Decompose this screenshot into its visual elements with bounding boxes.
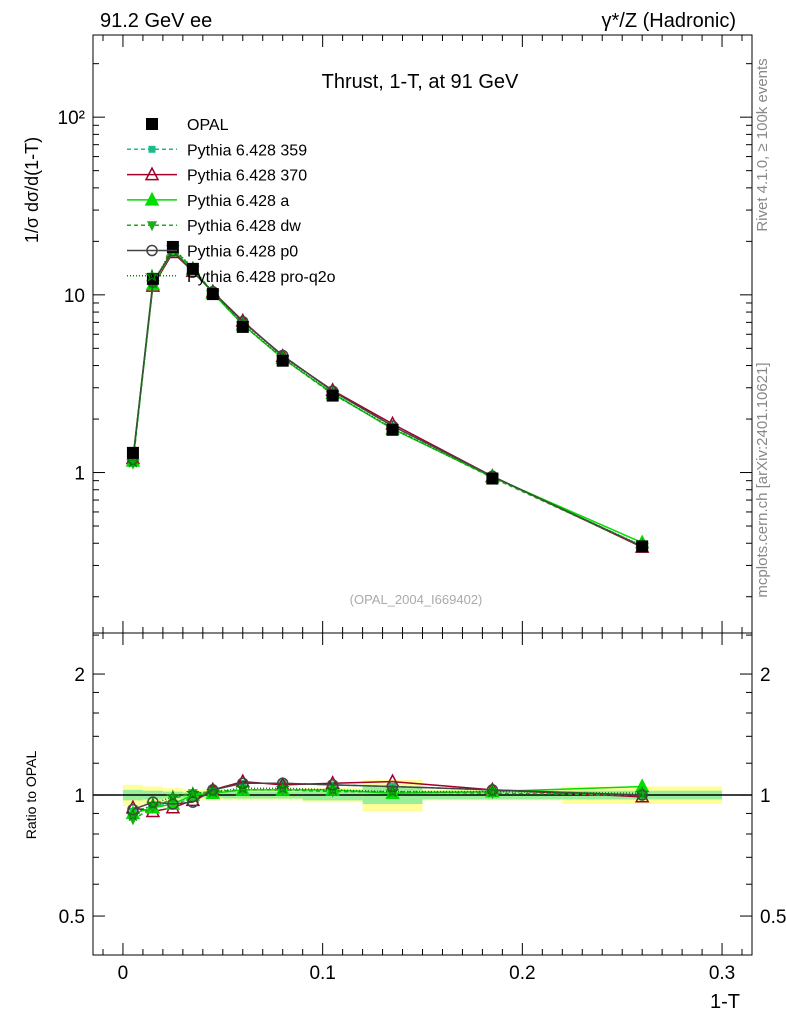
data-point: [326, 389, 339, 402]
ratio-point: [276, 777, 289, 789]
legend-label: Pythia 6.428 dw: [187, 218, 301, 235]
legend-label: Pythia 6.428 370: [187, 168, 307, 185]
legend-marker: [146, 118, 158, 130]
x-axis-label: 1-T: [710, 991, 740, 1013]
data-point: [486, 472, 499, 485]
legend-marker: [146, 244, 158, 257]
ratio-tick-label: 1: [74, 786, 85, 807]
ratio-axis-label: Ratio to OPAL: [23, 751, 39, 840]
header-right: γ*/Z (Hadronic): [602, 10, 736, 32]
series-point: [126, 454, 140, 468]
data-point: [206, 288, 219, 301]
x-tick-label: 0.1: [309, 963, 335, 984]
ratio-point: [636, 789, 648, 801]
ratio-point: [165, 789, 180, 803]
ratio-point: [235, 780, 250, 795]
watermark: (OPAL_2004_I669402): [350, 592, 483, 607]
ratio-tick-label: 0.5: [760, 907, 786, 928]
data-point: [126, 446, 139, 459]
legend-marker: [144, 166, 160, 181]
ratio-point: [205, 784, 220, 798]
y-tick-label: 1: [74, 464, 85, 485]
mcplots-label: mcplots.cern.ch [arXiv:2401.10621]: [754, 362, 771, 597]
legend-label: Pythia 6.428 p0: [187, 244, 298, 261]
ratio-point: [126, 808, 140, 822]
y-axis-label: 1/σ dσ/d(1-T): [22, 137, 42, 243]
ratio-point: [187, 796, 199, 808]
ratio-tick-label: 0.5: [59, 907, 85, 928]
ratio-tick-label: 2: [760, 665, 771, 686]
ratio-point: [385, 784, 400, 798]
x-tick-label: 0.3: [709, 963, 735, 984]
ratio-line-5: [132, 787, 643, 817]
x-tick-label: 0: [118, 963, 129, 984]
header-left: 91.2 GeV ee: [100, 10, 212, 32]
data-point: [636, 540, 649, 553]
ratio-tick-label: 2: [74, 665, 85, 686]
legend-marker: [145, 268, 159, 282]
ratio-point: [185, 786, 200, 800]
legend-marker: [144, 191, 160, 206]
legend-label: Pythia 6.428 a: [187, 193, 289, 210]
y-tick-label: 10: [64, 286, 85, 307]
legend-label: Pythia 6.428 359: [187, 142, 307, 159]
legend-label: OPAL: [187, 117, 229, 134]
ratio-point: [145, 796, 160, 810]
y-tick-label: 10²: [58, 108, 85, 129]
ratio-tick-label: 1: [760, 786, 771, 807]
series-line-5: [132, 246, 643, 547]
legend-marker: [147, 221, 157, 232]
legend-marker: [148, 145, 156, 153]
ratio-point: [635, 786, 650, 800]
data-point: [186, 262, 199, 275]
data-point: [386, 423, 399, 436]
rivet-label: Rivet 4.1.0, ≥ 100k events: [754, 58, 771, 231]
data-point: [276, 354, 289, 367]
ratio-point: [275, 780, 290, 795]
data-point: [236, 320, 249, 333]
ratio-point: [485, 784, 500, 798]
legend-label: Pythia 6.428 pro-q2o: [187, 269, 336, 286]
x-tick-label: 0.2: [509, 963, 535, 984]
ratio-point: [325, 782, 340, 796]
chart-title: Thrust, 1-T, at 91 GeV: [322, 71, 519, 93]
